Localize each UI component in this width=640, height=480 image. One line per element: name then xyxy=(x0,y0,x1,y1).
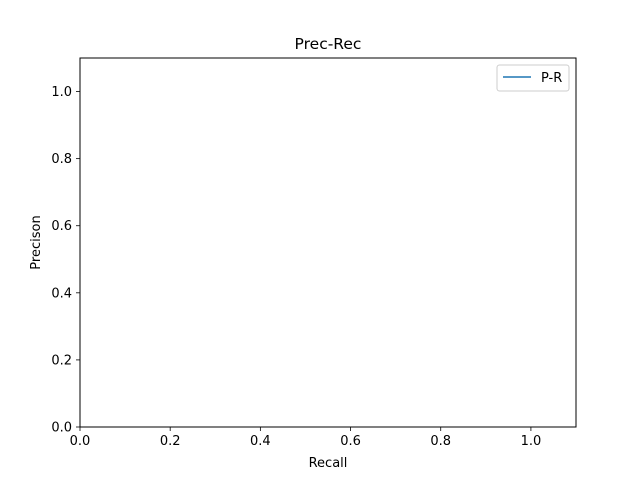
y-tick-label: 0.4 xyxy=(51,286,72,301)
legend: P-R xyxy=(496,64,570,92)
plot-area xyxy=(79,57,577,428)
y-axis-ticks: 0.0 0.2 0.4 0.6 0.8 1.0 xyxy=(51,85,80,436)
x-tick-label: 0.0 xyxy=(70,434,91,449)
x-tick-label: 0.6 xyxy=(340,434,361,449)
y-axis-label: Precison xyxy=(29,215,44,269)
y-tick-label: 0.6 xyxy=(51,219,72,234)
y-tick-label: 0.2 xyxy=(51,353,72,368)
x-tick-label: 0.8 xyxy=(430,434,451,449)
y-tick-label: 1.0 xyxy=(51,85,72,100)
y-tick-label: 0.0 xyxy=(51,421,72,436)
x-tick-label: 1.0 xyxy=(521,434,542,449)
x-tick-label: 0.4 xyxy=(250,434,271,449)
x-tick-label: 0.2 xyxy=(160,434,181,449)
x-axis-ticks: 0.0 0.2 0.4 0.6 0.8 1.0 xyxy=(70,427,542,449)
x-axis-label: Recall xyxy=(309,456,348,471)
legend-box xyxy=(496,64,570,92)
y-tick-label: 0.8 xyxy=(51,152,72,167)
legend-label-p-r: P-R xyxy=(541,71,562,86)
chart-title: Prec-Rec xyxy=(295,35,362,53)
